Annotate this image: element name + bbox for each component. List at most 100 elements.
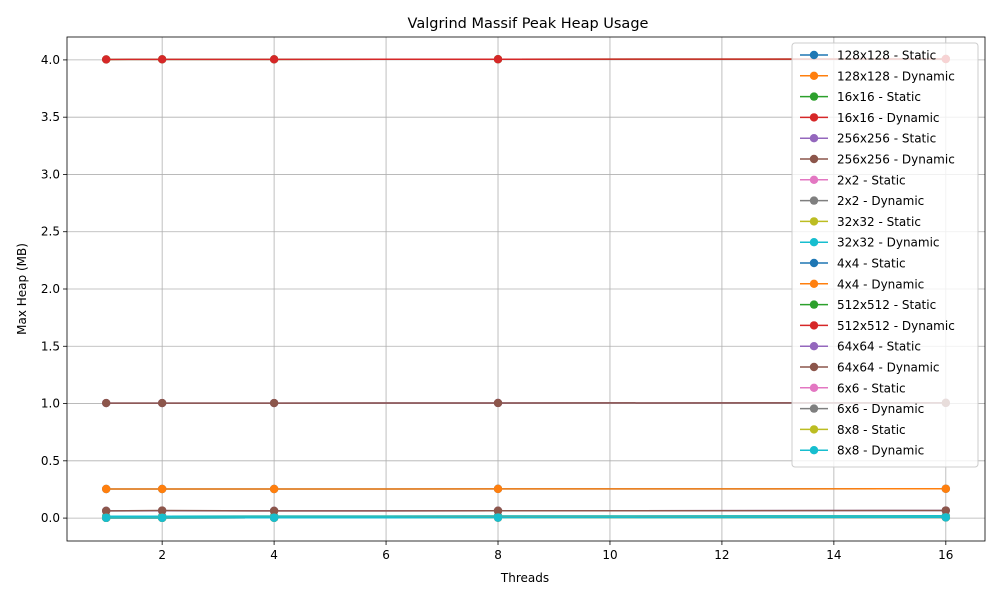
legend-item: 6x6 - Dynamic xyxy=(800,402,924,416)
legend-swatch-marker xyxy=(809,258,819,268)
y-tick-label: 3.0 xyxy=(41,167,60,181)
y-tick-label: 2.5 xyxy=(41,225,60,239)
x-tick-label: 4 xyxy=(270,548,278,562)
data-point xyxy=(493,513,503,522)
data-point xyxy=(941,484,951,493)
legend-swatch-marker xyxy=(809,196,819,205)
data-point xyxy=(157,506,167,515)
legend-label: 8x8 - Dynamic xyxy=(837,444,924,458)
data-point xyxy=(101,513,111,523)
legend-swatch-marker xyxy=(809,50,819,60)
series-64x64-dynamic xyxy=(101,506,951,516)
y-tick-label: 4.0 xyxy=(41,53,60,67)
legend-item: 6x6 - Static xyxy=(800,381,906,395)
legend-item: 512x512 - Static xyxy=(800,298,936,312)
legend-label: 32x32 - Static xyxy=(837,215,921,229)
data-point xyxy=(157,55,167,64)
legend-swatch-marker xyxy=(809,362,819,372)
y-tick-label: 2.0 xyxy=(41,282,60,296)
legend-item: 32x32 - Static xyxy=(800,215,921,229)
legend-swatch-marker xyxy=(809,446,819,455)
legend-swatch-marker xyxy=(809,383,819,392)
legend-item: 128x128 - Static xyxy=(800,49,936,63)
legend-swatch-marker xyxy=(809,404,819,413)
legend-label: 512x512 - Dynamic xyxy=(837,319,955,333)
data-point xyxy=(269,506,279,516)
legend-label: 256x256 - Static xyxy=(837,132,936,146)
legend-item: 16x16 - Static xyxy=(800,90,921,104)
legend-swatch-marker xyxy=(809,71,819,81)
legend-swatch-marker xyxy=(809,321,819,330)
tick-layer: 2 4 6 8 10 12 14 16 0.0 0.5 1.0 1.5 2.0 2.5 3.0 3.5 4.0 xyxy=(41,53,954,562)
data-point xyxy=(269,484,279,494)
data-point xyxy=(941,506,951,515)
legend-swatch-marker xyxy=(809,217,819,226)
legend-label: 256x256 - Dynamic xyxy=(837,153,955,167)
legend-label: 512x512 - Static xyxy=(837,298,936,312)
legend-label: 128x128 - Dynamic xyxy=(837,69,955,83)
legend-swatch-marker xyxy=(809,92,819,101)
legend-swatch-marker xyxy=(809,154,819,164)
legend-item: 512x512 - Dynamic xyxy=(800,319,955,333)
y-tick-label: 0.5 xyxy=(41,454,60,468)
chart-title: Valgrind Massif Peak Heap Usage xyxy=(408,16,649,32)
legend-label: 64x64 - Static xyxy=(837,340,921,354)
legend-swatch-marker xyxy=(809,342,819,351)
legend-item: 256x256 - Static xyxy=(800,132,936,146)
data-point xyxy=(157,484,167,494)
legend-item: 2x2 - Static xyxy=(800,173,906,187)
x-tick-label: 6 xyxy=(382,548,390,562)
legend: 128x128 - Static 128x128 - Dynamic 16x16 -… xyxy=(791,42,979,468)
data-point xyxy=(493,398,503,408)
series-8x8-dynamic xyxy=(101,513,951,523)
legend-label: 32x32 - Dynamic xyxy=(837,236,940,250)
legend-swatch-marker xyxy=(809,300,819,309)
x-tick-label: 16 xyxy=(938,548,953,562)
legend-label: 4x4 - Dynamic xyxy=(837,277,924,291)
legend-label: 64x64 - Dynamic xyxy=(837,361,940,375)
legend-label: 16x16 - Static xyxy=(837,90,921,104)
legend-item: 4x4 - Static xyxy=(800,257,906,271)
data-point xyxy=(157,398,167,408)
x-tick-label: 8 xyxy=(494,548,502,562)
data-point xyxy=(269,513,279,522)
data-point xyxy=(269,55,279,64)
x-tick-label: 12 xyxy=(714,548,729,562)
legend-swatch-marker xyxy=(809,279,819,288)
legend-swatch-marker xyxy=(809,175,819,184)
x-tick-label: 14 xyxy=(826,548,841,562)
data-point xyxy=(157,513,167,523)
data-point xyxy=(493,506,503,515)
data-point xyxy=(101,55,111,64)
y-axis-label: Max Heap (MB) xyxy=(15,243,29,335)
data-point xyxy=(269,398,279,408)
legend-label: 6x6 - Dynamic xyxy=(837,402,924,416)
legend-item: 64x64 - Static xyxy=(800,340,921,354)
data-point xyxy=(101,506,111,516)
series-128x128-dynamic xyxy=(101,484,951,494)
legend-label: 4x4 - Static xyxy=(837,257,906,271)
legend-item: 16x16 - Dynamic xyxy=(800,111,940,125)
x-tick-label: 2 xyxy=(158,548,166,562)
y-tick-label: 0.0 xyxy=(41,511,60,525)
legend-item: 256x256 - Dynamic xyxy=(800,153,955,167)
legend-label: 16x16 - Dynamic xyxy=(837,111,940,125)
legend-item: 4x4 - Dynamic xyxy=(800,277,924,291)
legend-label: 6x6 - Static xyxy=(837,381,906,395)
legend-label: 2x2 - Dynamic xyxy=(837,194,924,208)
legend-item: 32x32 - Dynamic xyxy=(800,236,940,250)
data-point xyxy=(941,513,951,522)
legend-item: 128x128 - Dynamic xyxy=(800,69,955,83)
data-point xyxy=(493,484,503,494)
legend-item: 2x2 - Dynamic xyxy=(800,194,924,208)
legend-label: 8x8 - Static xyxy=(837,423,906,437)
y-tick-label: 1.0 xyxy=(41,397,60,411)
legend-swatch-marker xyxy=(809,134,819,143)
data-point xyxy=(101,484,111,494)
data-point xyxy=(101,398,111,408)
data-point xyxy=(493,55,503,64)
x-axis-label: Threads xyxy=(500,571,549,585)
legend-swatch-marker xyxy=(809,425,819,434)
y-tick-label: 3.5 xyxy=(41,110,60,124)
